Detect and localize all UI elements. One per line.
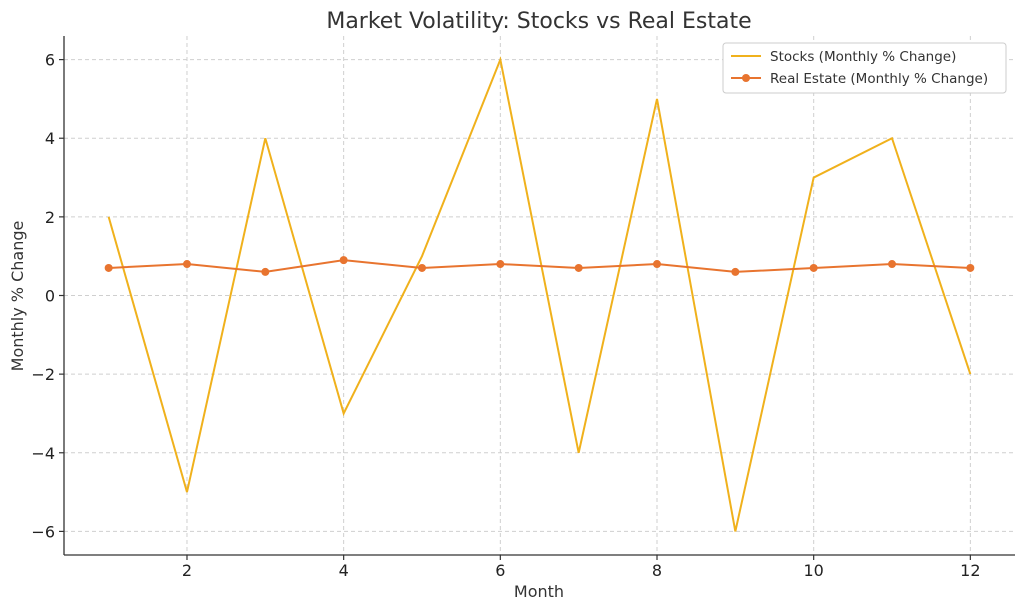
- chart-title: Market Volatility: Stocks vs Real Estate: [326, 9, 751, 34]
- legend: Stocks (Monthly % Change) Real Estate (M…: [722, 42, 1007, 94]
- y-tick-label: 2: [45, 208, 55, 227]
- x-tick-label: 2: [182, 561, 192, 580]
- y-tick-label: 6: [45, 51, 55, 70]
- x-tick-label: 6: [495, 561, 505, 580]
- legend-frame: [722, 42, 1007, 94]
- data-point-real-estate: [182, 260, 191, 269]
- data-point-real-estate: [339, 256, 348, 265]
- x-tick-label: 4: [339, 561, 349, 580]
- data-point-real-estate: [888, 260, 897, 269]
- data-point-real-estate: [574, 263, 583, 272]
- data-point-real-estate: [417, 263, 426, 272]
- x-tick-label: 10: [803, 561, 823, 580]
- data-point-real-estate: [809, 263, 818, 272]
- data-point-real-estate: [966, 263, 975, 272]
- x-tick-label: 12: [960, 561, 980, 580]
- x-tick-label: 8: [652, 561, 662, 580]
- series-line-stocks: [107, 56, 972, 532]
- y-tick-label: −4: [31, 444, 55, 463]
- legend-label-real-estate: Real Estate (Monthly % Change): [770, 71, 988, 87]
- legend-marker-real-estate: [742, 74, 750, 82]
- data-point-real-estate: [261, 267, 270, 276]
- data-point-real-estate: [731, 267, 740, 276]
- y-tick-label: −2: [31, 365, 55, 384]
- data-point-real-estate: [104, 263, 113, 272]
- y-tick-label: 4: [45, 129, 55, 148]
- data-point-real-estate: [653, 260, 662, 269]
- series-layer: [104, 56, 975, 532]
- data-point-real-estate: [496, 260, 505, 269]
- tick-labels: 2 4 6 8 10 12 −6 −4 −2 0 2 4 6: [31, 51, 980, 580]
- y-tick-label: −6: [31, 522, 55, 541]
- x-axis-label: Month: [514, 582, 564, 601]
- series-line-real-estate: [108, 259, 971, 273]
- y-tick-label: 0: [45, 287, 55, 306]
- legend-label-stocks: Stocks (Monthly % Change): [770, 49, 956, 65]
- y-axis-label: Monthly % Change: [8, 221, 27, 372]
- grid: [64, 36, 1015, 555]
